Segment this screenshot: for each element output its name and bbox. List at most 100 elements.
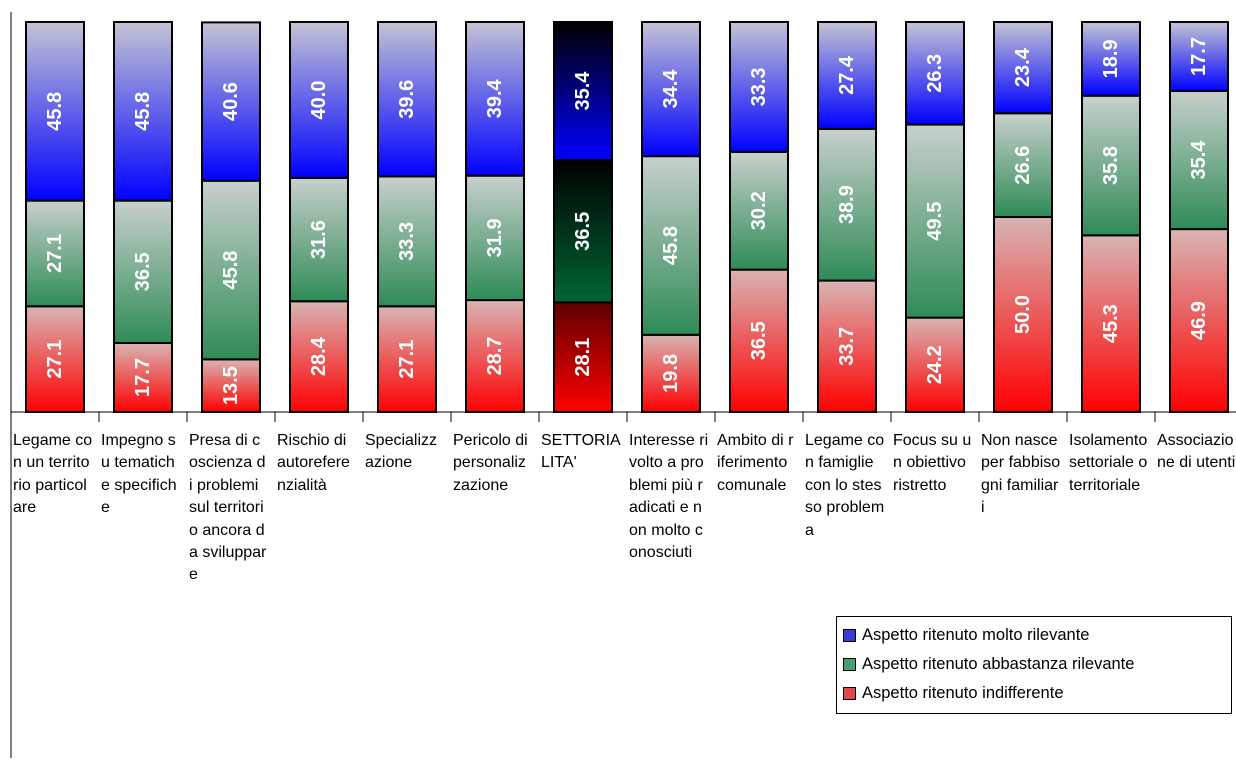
data-label-indifferente-7: 28.1 (572, 338, 594, 377)
legend-label-molto: Aspetto ritenuto molto rilevante (862, 626, 1090, 644)
data-label-indifferente-8: 19.8 (660, 354, 682, 393)
data-label-molto-11: 26.3 (924, 54, 946, 93)
bar-segment-abbastanza-12 (993, 112, 1053, 218)
bar-segment-abbastanza-7 (553, 159, 613, 304)
bar-segment-molto-13 (1081, 21, 1141, 97)
data-label-abbastanza-2: 36.5 (132, 252, 154, 291)
bar-segment-molto-6 (465, 21, 525, 177)
bars-group: 27.1 27.1 45.8 17.7 36.5 45.8 13.5 45.8 40.6 28.4… (25, 21, 1229, 414)
data-label-molto-8: 34.4 (660, 69, 682, 109)
data-label-molto-6: 39.4 (484, 78, 506, 118)
legend-item-molto: Aspetto ritenuto molto rilevante (843, 621, 1231, 650)
bar-segment-molto-5 (377, 21, 437, 178)
bar-segment-indifferente-5 (377, 305, 437, 413)
data-label-abbastanza-11: 49.5 (924, 202, 946, 241)
bar-segment-molto-12 (993, 21, 1053, 115)
data-label-molto-3: 40.6 (220, 82, 242, 121)
data-label-abbastanza-12: 26.6 (1012, 146, 1034, 185)
category-label-12: Non nasce per fabbisogni familiari (981, 432, 1061, 517)
bar-segment-indifferente-14 (1169, 228, 1229, 413)
bar-segment-molto-2 (113, 21, 173, 202)
bar-segment-indifferente-13 (1081, 234, 1141, 413)
data-label-indifferente-6: 28.7 (484, 337, 506, 376)
bar-segment-abbastanza-10 (817, 127, 877, 282)
data-label-indifferente-3: 13.5 (220, 366, 242, 405)
data-label-abbastanza-6: 31.9 (484, 218, 506, 257)
category-label-11: Focus su un obiettivo ristretto (893, 432, 972, 494)
bar-segment-indifferente-10 (817, 279, 877, 413)
data-label-molto-12: 23.4 (1012, 47, 1034, 87)
data-label-abbastanza-4: 31.6 (308, 220, 330, 259)
data-label-indifferente-13: 45.3 (1100, 304, 1122, 343)
legend-label-abbastanza: Aspetto ritenuto abbastanza rilevante (862, 655, 1135, 673)
bar-segment-indifferente-3 (201, 358, 261, 414)
category-label-1: Legame con un territorio particolare (13, 432, 93, 517)
category-label-3: Presa di coscienza di problemi sul terri… (189, 432, 267, 584)
data-label-molto-9: 33.3 (748, 67, 770, 106)
legend-label-indifferente: Aspetto ritenuto indifferente (862, 684, 1064, 702)
data-label-molto-7: 35.4 (572, 71, 594, 111)
data-label-molto-14: 17.7 (1188, 37, 1210, 76)
data-label-indifferente-14: 46.9 (1188, 301, 1210, 340)
category-label-9: Ambito di riferimento comunale (717, 432, 794, 494)
category-label-8: Interesse rivolto a problemi più radicat… (629, 432, 709, 562)
bar-segment-abbastanza-6 (465, 174, 525, 302)
data-label-indifferente-11: 24.2 (924, 345, 946, 384)
category-label-13: Isolamento settoriale o territoriale (1069, 432, 1148, 494)
data-label-molto-10: 27.4 (836, 55, 858, 95)
axes-group (10, 12, 1236, 758)
data-label-abbastanza-8: 45.8 (660, 226, 682, 265)
bar-segment-abbastanza-2 (113, 199, 173, 344)
bar-segment-abbastanza-1 (25, 199, 85, 308)
legend-item-abbastanza: Aspetto ritenuto abbastanza rilevante (843, 650, 1231, 679)
bar-segment-molto-1 (25, 21, 85, 202)
data-label-molto-2: 45.8 (132, 92, 154, 131)
bar-segment-abbastanza-4 (289, 177, 349, 303)
data-label-abbastanza-5: 33.3 (396, 222, 418, 261)
data-label-molto-1: 45.8 (44, 92, 66, 131)
bar-segment-abbastanza-5 (377, 175, 437, 308)
bar-segment-abbastanza-9 (729, 150, 789, 271)
bar-segment-indifferente-4 (289, 300, 349, 413)
data-label-indifferente-1: 27.1 (44, 340, 66, 379)
legend: Aspetto ritenuto molto rilevante Aspetto… (836, 616, 1232, 714)
data-label-abbastanza-7: 36.5 (572, 212, 594, 251)
category-label-10: Legame con famiglie con lo stesso proble… (805, 432, 885, 539)
category-label-2: Impegno su tematiche specifiche (101, 432, 177, 517)
data-label-indifferente-10: 33.7 (836, 327, 858, 366)
category-label-4: Rischio di autoreferenzialità (277, 432, 350, 494)
legend-swatch-abbastanza (843, 658, 856, 671)
data-label-indifferente-2: 17.7 (132, 358, 154, 397)
category-label-14: Associazione di utenti (1157, 432, 1236, 472)
data-label-abbastanza-3: 45.8 (220, 251, 242, 290)
data-label-indifferente-12: 50.0 (1012, 295, 1034, 334)
data-label-indifferente-4: 28.4 (308, 336, 330, 376)
bar-segment-molto-4 (289, 21, 349, 179)
bar-segment-molto-3 (201, 21, 261, 182)
legend-swatch-indifferente (843, 687, 856, 700)
bar-segment-indifferente-8 (641, 333, 701, 413)
category-label-7: SETTORIALITA' (541, 432, 621, 472)
bar-segment-abbastanza-14 (1169, 90, 1229, 231)
legend-swatch-molto (843, 629, 856, 642)
category-label-6: Pericolo di personalizzazione (453, 432, 528, 494)
data-label-abbastanza-1: 27.1 (44, 234, 66, 273)
legend-item-indifferente: Aspetto ritenuto indifferente (843, 679, 1231, 708)
bar-segment-molto-11 (905, 21, 965, 126)
bar-segment-abbastanza-8 (641, 155, 701, 336)
data-label-abbastanza-9: 30.2 (748, 191, 770, 230)
data-label-indifferente-5: 27.1 (396, 340, 418, 379)
bar-segment-molto-10 (817, 21, 877, 130)
bar-segment-indifferente-6 (465, 299, 525, 414)
category-label-5: Specializzazione (365, 432, 438, 472)
bar-segment-molto-7 (553, 21, 613, 162)
bar-segment-molto-8 (641, 21, 701, 158)
data-label-molto-13: 18.9 (1100, 39, 1122, 78)
bar-segment-indifferente-1 (25, 305, 85, 413)
data-label-indifferente-9: 36.5 (748, 321, 770, 360)
data-label-molto-4: 40.0 (308, 81, 330, 120)
bar-segment-molto-14 (1169, 21, 1229, 93)
bar-segment-indifferente-12 (993, 216, 1053, 413)
data-label-abbastanza-13: 35.8 (1100, 146, 1122, 185)
